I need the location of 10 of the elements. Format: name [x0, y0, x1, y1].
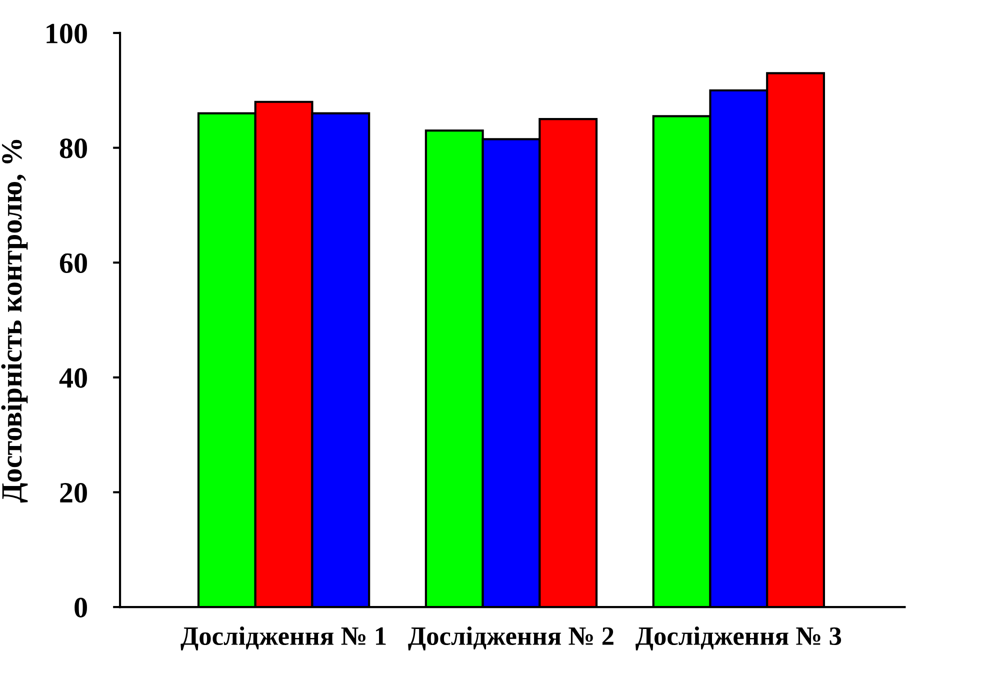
y-axis-title: Достовірність контролю, %	[1, 140, 28, 503]
y-tick-label: 40	[59, 368, 87, 388]
x-tick-label: Дослідження № 2	[408, 626, 614, 650]
x-tick-label: Дослідження № 1	[180, 626, 386, 650]
y-tick-label: 20	[60, 482, 87, 503]
y-tick-label: 60	[60, 253, 87, 274]
x-tick-label: Дослідження № 3	[636, 626, 842, 650]
y-tick-label: 80	[60, 138, 87, 158]
y-tick-label: 0	[74, 598, 87, 618]
y-tick-label: 100	[46, 24, 87, 44]
